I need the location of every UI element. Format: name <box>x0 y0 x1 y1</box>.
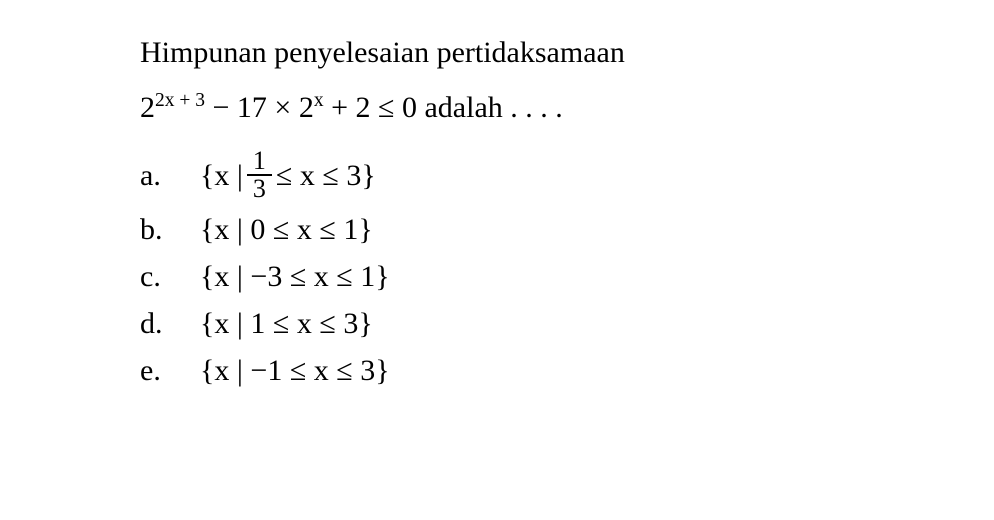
question-heading: Himpunan penyelesaian pertidaksamaan <box>140 30 854 75</box>
expr-exp2: x <box>314 90 324 111</box>
expr-suffix: + 2 ≤ 0 adalah . . . . <box>324 91 563 124</box>
option-d: d. {x | 1 ≤ x ≤ 3} <box>140 301 854 346</box>
options-list: a. {x | 1 3 ≤ x ≤ 3} b. {x | 0 ≤ x ≤ 1} … <box>140 145 854 393</box>
option-e-label: e. <box>140 348 200 393</box>
option-a-fraction: 1 3 <box>247 148 272 202</box>
inequality-expression: 22x + 3 − 17 × 2x + 2 ≤ 0 adalah . . . . <box>140 85 854 130</box>
option-a: a. {x | 1 3 ≤ x ≤ 3} <box>140 145 854 205</box>
option-a-prefix: {x | <box>200 153 243 198</box>
option-c-label: c. <box>140 254 200 299</box>
expr-exp1: 2x + 3 <box>155 90 205 111</box>
option-a-frac-num: 1 <box>247 148 272 176</box>
option-b-label: b. <box>140 207 200 252</box>
option-d-content: {x | 1 ≤ x ≤ 3} <box>200 301 373 346</box>
option-e: e. {x | −1 ≤ x ≤ 3} <box>140 348 854 393</box>
option-b: b. {x | 0 ≤ x ≤ 1} <box>140 207 854 252</box>
option-a-content: {x | 1 3 ≤ x ≤ 3} <box>200 148 376 202</box>
option-a-label: a. <box>140 153 200 198</box>
expr-base1: 2 <box>140 91 155 124</box>
option-a-frac-den: 3 <box>247 176 272 202</box>
option-e-content: {x | −1 ≤ x ≤ 3} <box>200 348 390 393</box>
question-text-line: Himpunan penyelesaian pertidaksamaan <box>140 36 625 69</box>
option-c: c. {x | −3 ≤ x ≤ 1} <box>140 254 854 299</box>
expr-mid1: − 17 × 2 <box>205 91 314 124</box>
option-c-content: {x | −3 ≤ x ≤ 1} <box>200 254 390 299</box>
option-d-label: d. <box>140 301 200 346</box>
option-b-content: {x | 0 ≤ x ≤ 1} <box>200 207 373 252</box>
option-a-suffix: ≤ x ≤ 3} <box>276 153 376 198</box>
